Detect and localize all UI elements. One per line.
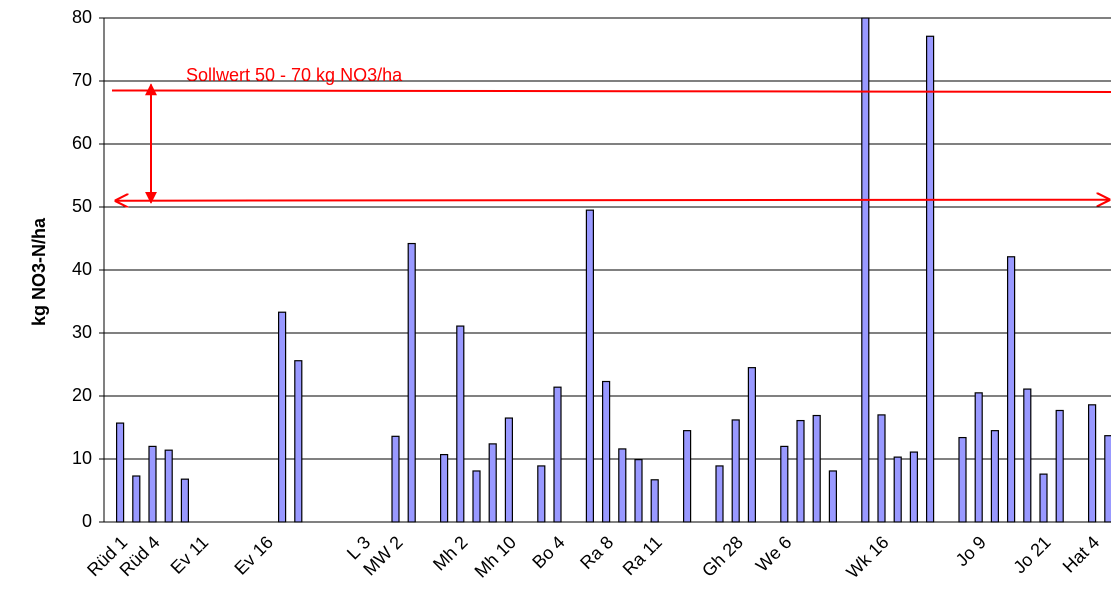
bar xyxy=(504,417,513,523)
bar xyxy=(391,435,400,523)
bar xyxy=(747,367,757,523)
x-tick-label: Mh 2 xyxy=(429,532,471,574)
x-tick-label: Ev 11 xyxy=(167,532,213,578)
bar xyxy=(828,470,838,523)
x-tick-label: Bo 4 xyxy=(528,532,568,572)
y-tick-label: 50 xyxy=(72,196,92,216)
bar xyxy=(472,470,481,523)
y-tick-label: 20 xyxy=(72,385,92,405)
bar xyxy=(407,242,416,523)
bar xyxy=(893,456,902,523)
bar xyxy=(796,419,805,523)
bar xyxy=(682,430,692,523)
bar xyxy=(1039,473,1048,523)
bar xyxy=(812,414,821,523)
bar xyxy=(861,17,870,523)
bar xyxy=(1006,256,1016,523)
bar xyxy=(164,449,173,523)
bar xyxy=(278,311,287,523)
y-tick-label: 0 xyxy=(82,511,92,531)
bar xyxy=(115,422,125,523)
x-tick-label: Mh 10 xyxy=(471,532,521,582)
bar xyxy=(440,453,449,523)
y-tick-label: 40 xyxy=(72,259,92,279)
y-tick-label: 30 xyxy=(72,322,92,342)
x-tick-label: Wk 16 xyxy=(842,532,892,582)
x-tick-label: Ra 11 xyxy=(619,532,666,579)
bar xyxy=(1087,404,1097,523)
bar xyxy=(132,475,141,523)
y-tick-label: 10 xyxy=(72,448,92,468)
x-tick-label: Jo 9 xyxy=(952,532,990,570)
bar xyxy=(990,430,1000,523)
bar xyxy=(618,448,627,523)
x-tick-label: Ev 16 xyxy=(230,532,277,579)
bar xyxy=(650,479,659,523)
y-axis-label: kg NO3-N/ha xyxy=(29,217,49,326)
annotation: Sollwert 50 - 70 kg NO3/ha xyxy=(186,65,403,85)
bar xyxy=(877,414,886,523)
bar xyxy=(148,445,157,523)
y-tick-label: 60 xyxy=(72,133,92,153)
bar xyxy=(180,478,189,523)
bar xyxy=(488,443,497,523)
bar xyxy=(958,436,967,523)
bar xyxy=(601,380,611,523)
reference-line xyxy=(116,200,1109,201)
y-tick-label: 80 xyxy=(72,7,92,27)
bar xyxy=(974,392,983,523)
bar xyxy=(456,325,465,523)
bar xyxy=(909,451,919,523)
bar xyxy=(780,445,789,523)
bar xyxy=(634,459,643,523)
bar xyxy=(537,465,546,523)
reference-line xyxy=(111,89,1111,93)
bar xyxy=(585,209,595,523)
x-tick-label: We 6 xyxy=(752,532,796,576)
bar xyxy=(1055,409,1064,523)
bar xyxy=(731,419,740,523)
bar xyxy=(1023,388,1032,523)
x-tick-label: Gh 28 xyxy=(698,532,747,581)
bar xyxy=(715,465,724,523)
x-tick-label: Ra 8 xyxy=(576,532,617,573)
x-tick-label: Hat 4 xyxy=(1059,532,1104,577)
bar xyxy=(553,386,562,523)
y-tick-label: 70 xyxy=(72,70,92,90)
bar xyxy=(925,35,935,523)
x-tick-label: Jo 21 xyxy=(1009,532,1054,577)
bar xyxy=(1104,435,1111,523)
bar xyxy=(294,360,303,523)
